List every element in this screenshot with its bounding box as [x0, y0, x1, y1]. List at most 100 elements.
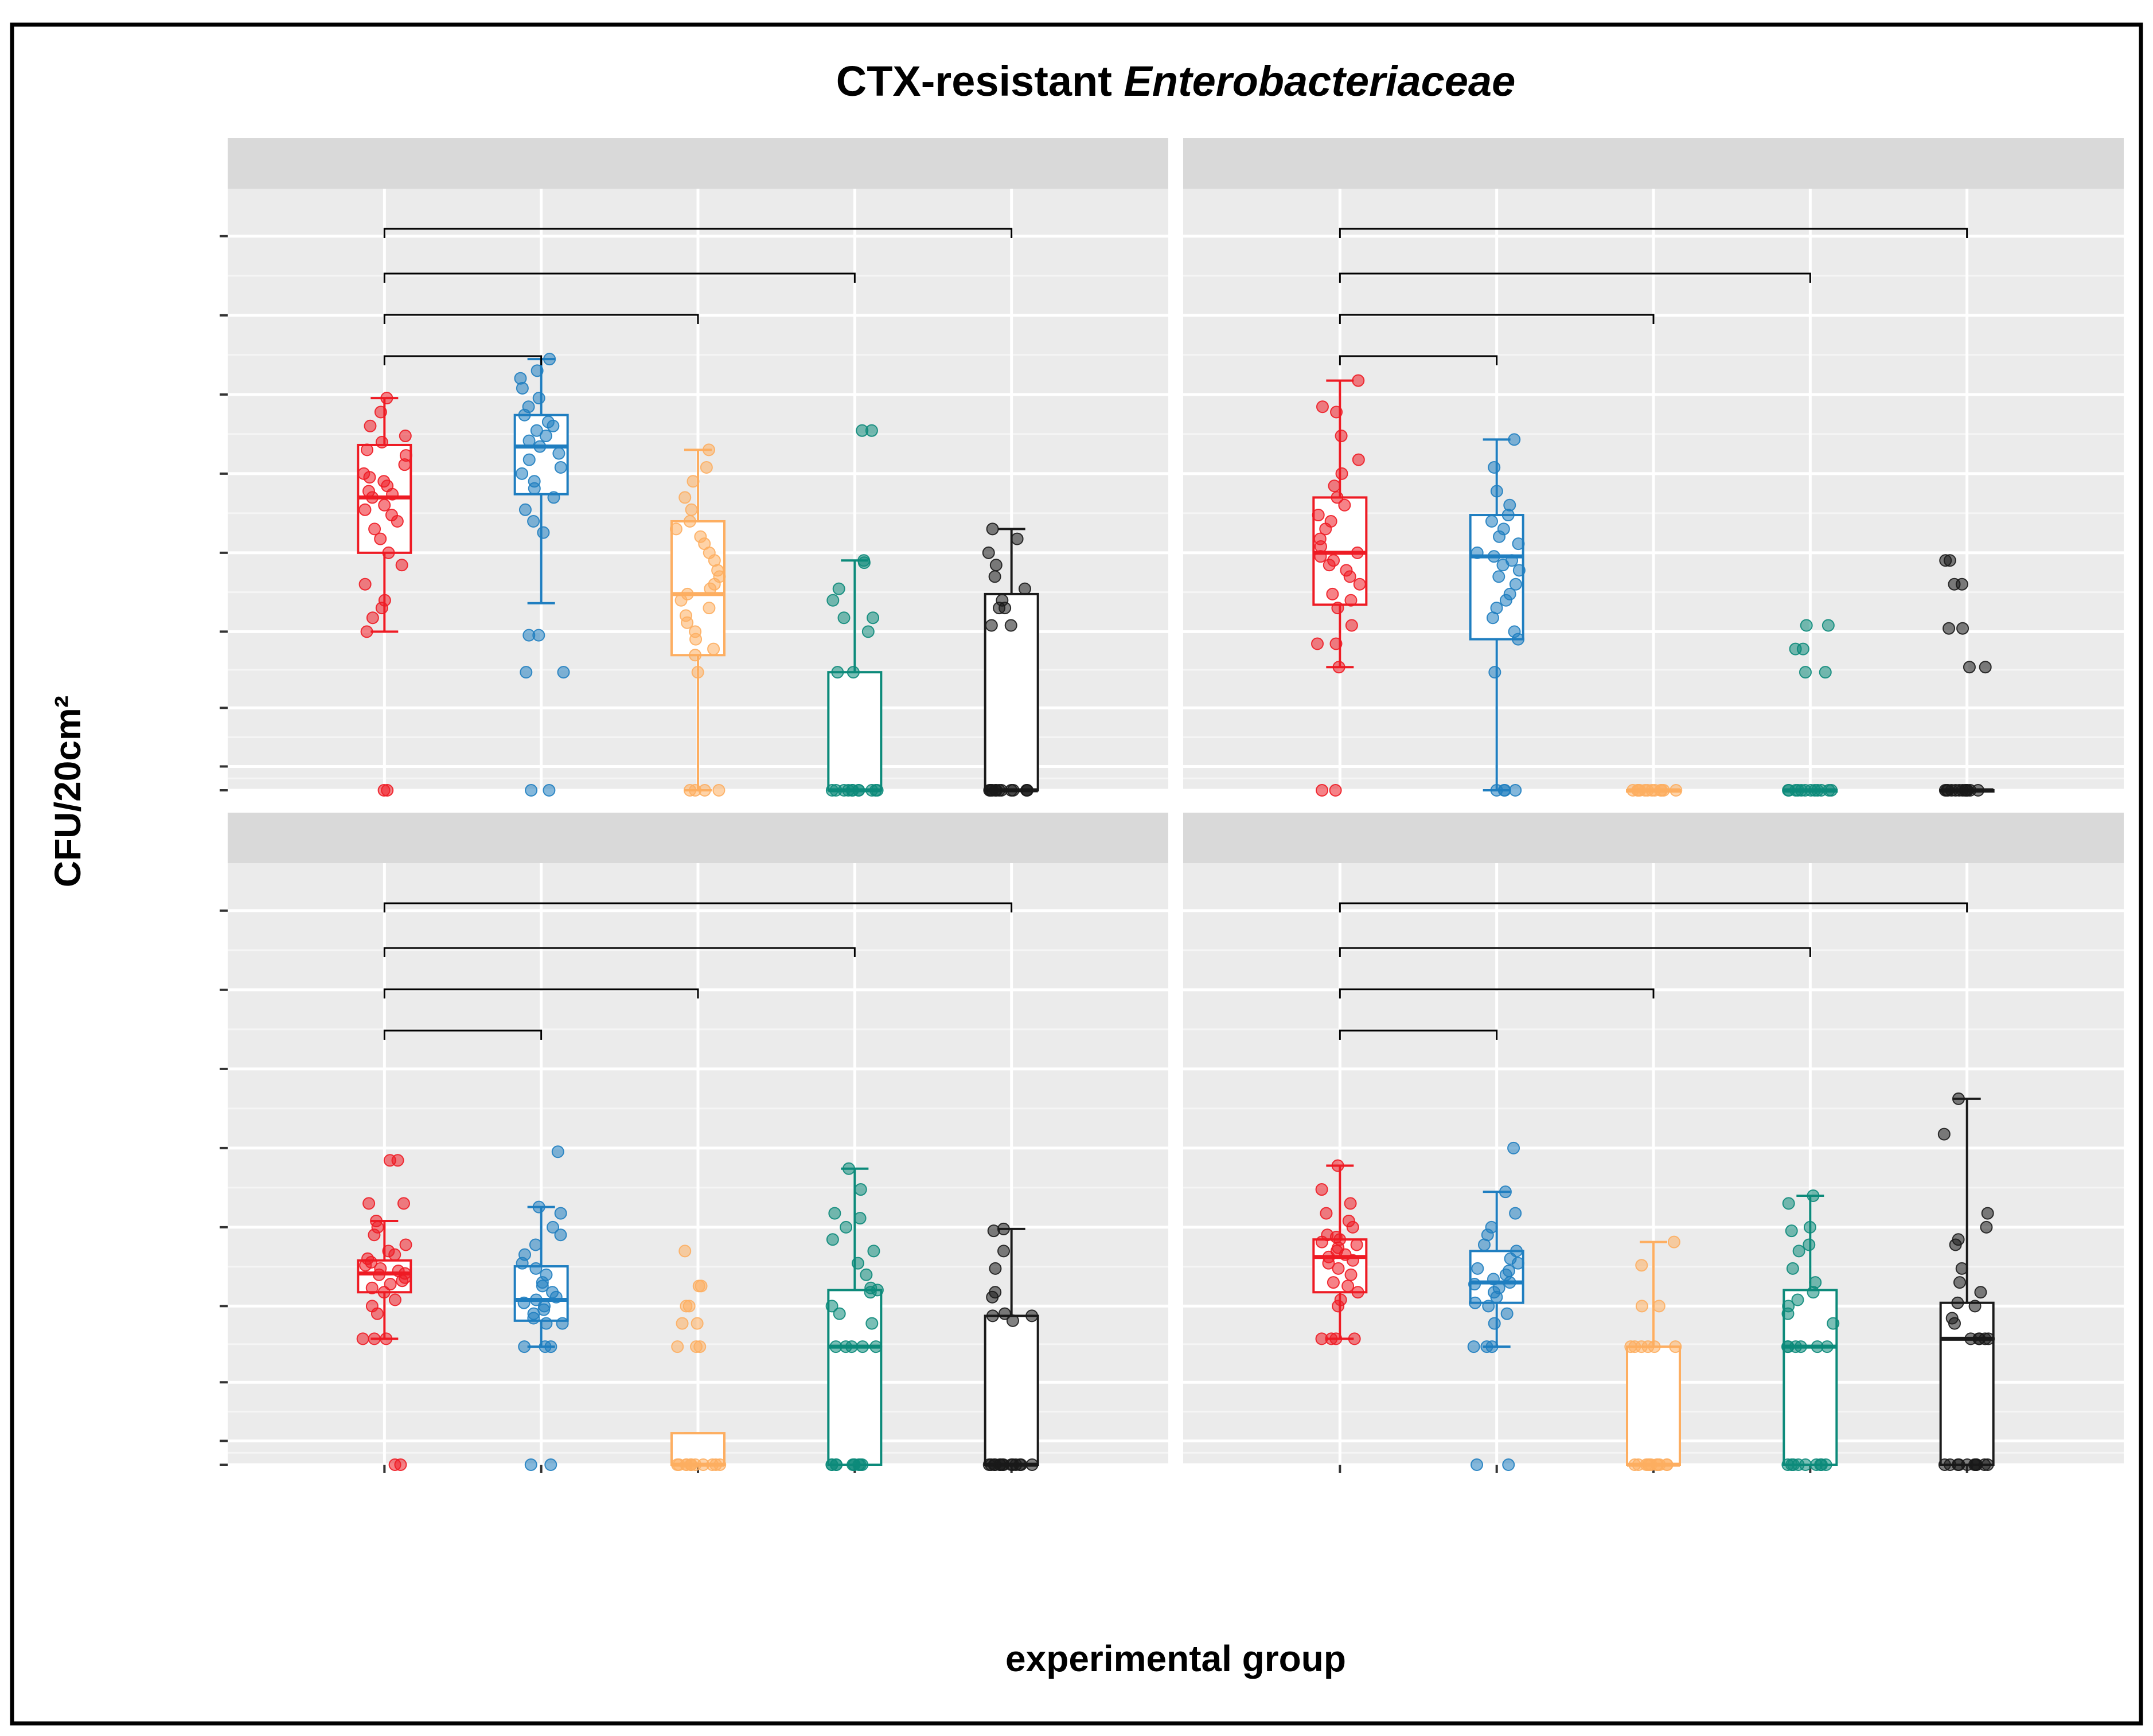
data-point	[1670, 784, 1683, 797]
data-point	[1652, 1300, 1666, 1313]
data-point	[703, 602, 716, 615]
box-dw	[1469, 433, 1526, 797]
data-point	[1471, 1458, 1484, 1471]
data-point	[1353, 578, 1366, 591]
data-point	[1321, 1228, 1334, 1242]
data-point	[1811, 1340, 1824, 1353]
data-point	[676, 1317, 689, 1330]
data-point	[869, 1340, 883, 1353]
data-point	[865, 424, 878, 437]
data-point	[1507, 1141, 1520, 1154]
data-point	[1490, 602, 1503, 615]
significance-bracket	[383, 228, 1013, 238]
data-point	[1644, 1458, 1657, 1471]
box-25kgsqm	[825, 1162, 884, 1471]
data-point	[522, 400, 535, 413]
data-point	[828, 1207, 841, 1220]
data-point	[1500, 1307, 1514, 1320]
significance-bracket	[383, 902, 1013, 912]
data-point	[853, 1458, 867, 1471]
data-point	[867, 611, 880, 625]
data-point	[1330, 405, 1343, 419]
data-point	[1018, 582, 1031, 595]
chart-title: CTX-resistant Enterobacteriaceae	[836, 57, 1515, 105]
significance-bracket	[1339, 355, 1498, 365]
data-point	[395, 559, 408, 572]
data-point	[1335, 430, 1348, 443]
data-point	[374, 1262, 387, 1275]
data-point	[546, 1220, 559, 1234]
data-point	[378, 498, 391, 512]
data-point	[374, 532, 387, 545]
data-point	[1968, 1300, 1982, 1313]
data-point	[1979, 1332, 1992, 1345]
data-point	[1624, 1340, 1637, 1353]
bracket-line	[383, 272, 856, 283]
data-point	[683, 514, 696, 528]
data-point	[358, 578, 372, 591]
data-point	[1503, 498, 1516, 512]
data-point	[1497, 522, 1510, 536]
data-point	[1785, 1224, 1798, 1238]
data-point	[689, 784, 702, 797]
data-point	[829, 784, 843, 797]
data-point	[867, 1245, 880, 1258]
data-point	[540, 1317, 553, 1330]
data-point	[1344, 1197, 1357, 1210]
data-point	[1956, 622, 1969, 635]
data-point	[842, 1162, 855, 1175]
data-point	[1799, 666, 1812, 679]
data-point	[1344, 1268, 1358, 1281]
data-point	[1953, 1276, 1966, 1289]
data-point	[1782, 1300, 1795, 1313]
data-point	[1467, 1340, 1480, 1353]
data-point	[860, 1268, 873, 1281]
bracket-line	[1339, 355, 1498, 365]
data-point	[368, 1332, 381, 1345]
data-point	[997, 1222, 1010, 1235]
data-point	[362, 485, 375, 498]
data-point	[1943, 554, 1956, 567]
data-point	[1492, 570, 1505, 583]
data-point	[864, 1281, 877, 1294]
data-point	[1502, 1265, 1515, 1278]
significance-bracket	[383, 988, 699, 998]
data-point	[551, 1145, 564, 1158]
data-point	[1487, 1273, 1500, 1286]
data-point	[826, 594, 840, 607]
data-point	[1335, 467, 1348, 480]
panel-strip	[228, 813, 1168, 863]
data-point	[1510, 1245, 1523, 1258]
box-dw	[1467, 1141, 1524, 1471]
data-point	[388, 1293, 401, 1306]
data-point	[995, 784, 1008, 797]
data-point	[986, 1309, 999, 1323]
data-point	[1781, 1458, 1795, 1471]
data-point	[1329, 784, 1342, 797]
data-point	[532, 1200, 545, 1214]
data-point	[998, 1307, 1011, 1320]
significance-bracket	[1339, 228, 1968, 238]
data-point	[518, 1248, 531, 1261]
bracket-line	[1339, 228, 1968, 238]
data-point	[989, 1262, 1002, 1275]
data-point	[378, 594, 391, 607]
box-dw	[513, 353, 570, 797]
data-point	[1350, 1238, 1363, 1251]
data-point	[1974, 1286, 1987, 1299]
data-point	[1334, 1293, 1347, 1306]
data-point	[1021, 784, 1034, 797]
data-point	[1981, 1207, 1994, 1220]
data-point	[1808, 784, 1822, 797]
data-point	[362, 1197, 376, 1210]
data-point	[1488, 1317, 1501, 1330]
data-point	[525, 784, 538, 797]
data-point	[671, 1458, 684, 1471]
box-ce	[1937, 1092, 1995, 1471]
data-point	[382, 546, 395, 559]
data-point	[1468, 1278, 1481, 1291]
data-point	[1943, 622, 1956, 635]
box-dw	[513, 1145, 569, 1471]
data-point	[1025, 1309, 1039, 1323]
data-point	[1006, 1314, 1019, 1327]
